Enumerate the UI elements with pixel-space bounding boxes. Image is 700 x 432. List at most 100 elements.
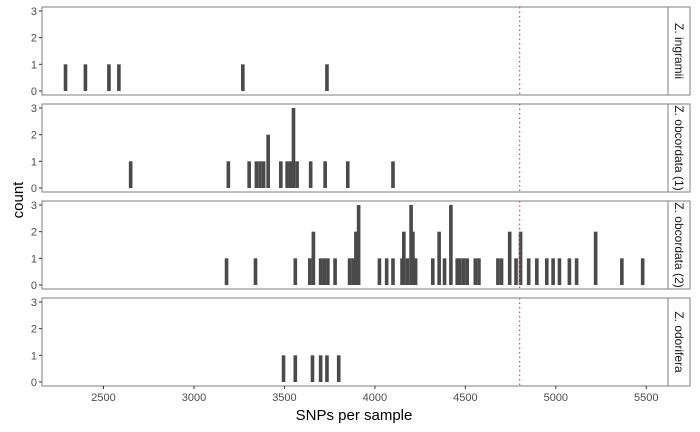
histogram-bar <box>293 355 298 382</box>
panel: 0 1 2 3 Z. obcordata (1) <box>31 103 691 195</box>
histogram-bar <box>318 258 323 285</box>
histogram-bar <box>325 64 329 91</box>
histogram-bar <box>499 258 504 285</box>
y-tick-label: 3 <box>31 297 37 309</box>
histogram-bar <box>620 258 624 285</box>
histogram-bar <box>461 258 466 285</box>
histogram-bar <box>117 64 121 91</box>
histogram-bar <box>318 355 323 382</box>
histogram-bar <box>261 161 266 188</box>
histogram-bar <box>567 258 572 285</box>
facet-strip <box>667 297 691 387</box>
histogram-bar <box>593 231 598 285</box>
histogram-bar <box>557 258 562 285</box>
histogram-bar <box>377 258 382 285</box>
histogram-bar <box>336 355 341 382</box>
histogram-bar <box>526 258 531 285</box>
histogram-bar <box>311 231 316 285</box>
panel: 0 1 2 3 Z. odorifera <box>31 297 691 389</box>
x-axis-title: SNPs per sample <box>296 407 413 424</box>
histogram-bar <box>107 64 111 91</box>
histogram-bar <box>458 258 462 285</box>
histogram-bar <box>295 161 299 188</box>
histogram-bar <box>514 258 518 285</box>
x-tick-label: 5500 <box>634 392 658 404</box>
x-tick-label: 3000 <box>182 392 206 404</box>
facet-label: Z. obcordata (1) <box>672 105 686 190</box>
histogram-bar <box>402 231 406 285</box>
y-tick-label: 0 <box>31 280 37 292</box>
histogram-bar <box>281 355 286 382</box>
histogram-bar <box>293 258 298 285</box>
y-tick-label: 0 <box>31 183 37 195</box>
y-tick-label: 1 <box>31 156 37 168</box>
y-tick-label: 3 <box>31 6 37 18</box>
histogram-bar <box>323 161 327 188</box>
facet-label: Z. obcordata (2) <box>672 202 686 287</box>
histogram-bar <box>391 258 395 285</box>
histogram-bar <box>83 64 88 91</box>
histogram-bar <box>356 205 361 285</box>
y-tick-label: 2 <box>31 227 37 239</box>
histogram-bar <box>430 258 435 285</box>
facet-label: Z. odorifera <box>672 311 686 373</box>
facet-label: Z. ingramii <box>672 23 686 79</box>
histogram-bar <box>285 161 289 188</box>
facet-strip <box>667 200 691 290</box>
y-tick-label: 0 <box>31 377 37 389</box>
y-tick-label: 1 <box>31 59 37 71</box>
facet-strip <box>667 6 691 96</box>
histogram-bar <box>63 64 68 91</box>
histogram-bar <box>442 258 447 285</box>
histogram-bar <box>391 161 395 188</box>
y-tick-label: 3 <box>31 103 37 115</box>
histogram-bar <box>496 258 500 285</box>
histogram-bar <box>551 258 555 285</box>
panel: 0 1 2 3 Z. obcordata (2) <box>31 200 691 292</box>
y-tick-label: 0 <box>31 86 37 98</box>
y-tick-label: 1 <box>31 350 37 362</box>
facet-strip <box>667 103 691 193</box>
y-tick-label: 2 <box>31 324 37 336</box>
x-tick-label: 2500 <box>91 392 115 404</box>
histogram-bar <box>574 258 579 285</box>
panel-border <box>41 103 669 193</box>
x-axis: 2500 3000 3500 4000 4500 5000 5500 <box>91 386 659 404</box>
histogram-bar <box>325 355 329 382</box>
x-tick-label: 3500 <box>272 392 296 404</box>
y-tick-label: 3 <box>31 200 37 212</box>
histogram-bar <box>322 258 327 285</box>
histogram-bar <box>455 258 460 285</box>
histogram-bar <box>477 258 481 285</box>
panels-layer: 0 1 2 3 Z. ingramii 0 1 2 3 Z. obcordata (1) 0 1 2 3 Z… <box>31 6 691 389</box>
histogram-bar <box>128 161 133 188</box>
histogram-bar <box>449 205 453 285</box>
y-tick-label: 1 <box>31 253 37 265</box>
histogram-bar <box>518 231 523 285</box>
histogram-bar <box>347 258 352 285</box>
histogram-bar <box>640 258 645 285</box>
histogram-bar <box>465 258 469 285</box>
histogram-bar <box>258 161 262 188</box>
y-tick-label: 2 <box>31 130 37 142</box>
histogram-bar <box>253 258 258 285</box>
histogram-bar <box>405 258 410 285</box>
histogram-bar <box>384 258 389 285</box>
histogram-bar <box>226 161 231 188</box>
histogram-bar <box>354 231 358 285</box>
x-tick-label: 4500 <box>453 392 477 404</box>
histogram-bar <box>247 161 251 188</box>
panel: 0 1 2 3 Z. ingramii <box>31 6 691 98</box>
panel-border <box>41 6 669 96</box>
histogram-bar <box>266 134 270 188</box>
histogram-bar <box>473 258 478 285</box>
histogram-bar <box>308 161 313 188</box>
histogram-bar <box>279 161 283 188</box>
histogram-bar <box>411 231 415 285</box>
histogram-bar <box>288 161 293 188</box>
y-axis-title: count <box>10 181 27 219</box>
histogram-bar <box>544 258 549 285</box>
histogram-bar <box>326 258 330 285</box>
histogram-bar <box>345 161 350 188</box>
